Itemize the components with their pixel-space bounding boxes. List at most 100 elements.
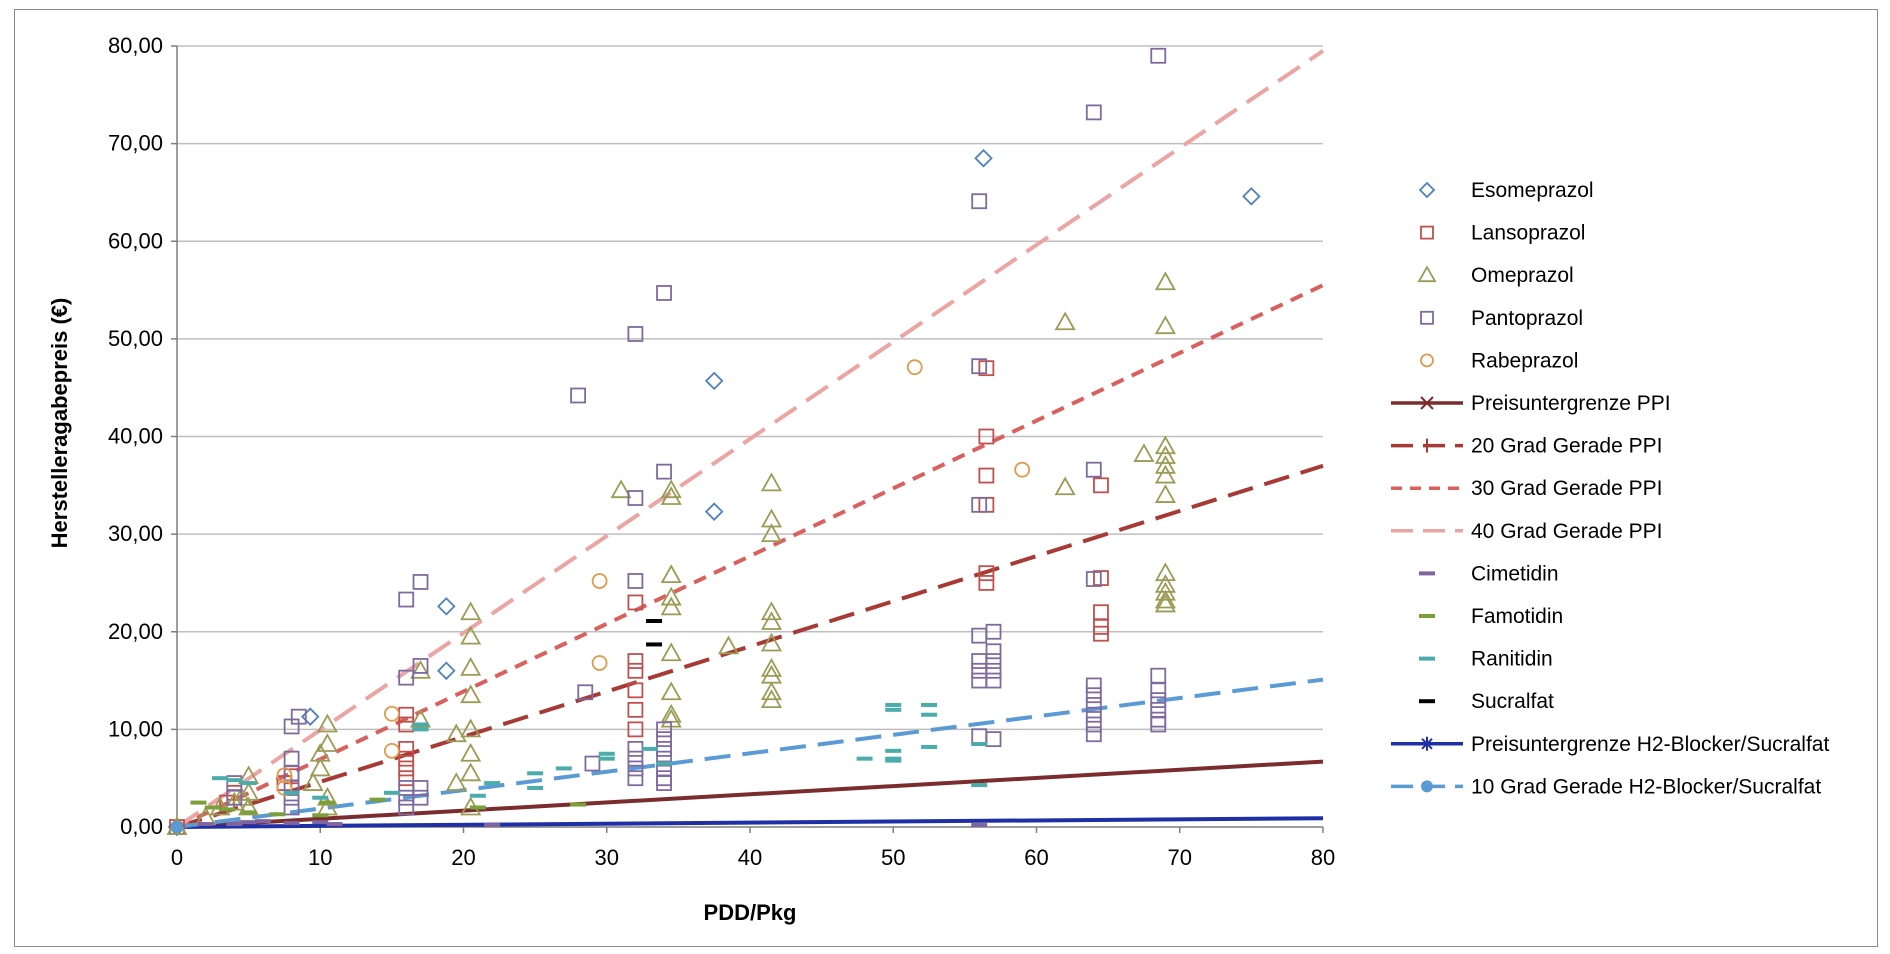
legend-item: Lansoprazol: [1420, 222, 1585, 245]
x-axis-title: PDD/Pkg: [704, 900, 797, 925]
x-tick-label: 40: [738, 845, 762, 870]
point-ranitidin: [240, 781, 257, 786]
point-sucralfat: [646, 619, 663, 624]
point-ranitidin: [412, 727, 429, 732]
point-lansoprazol: [398, 750, 415, 767]
point-famotidin: [312, 813, 329, 818]
point-omeprazol: [760, 658, 783, 677]
x-tick-label: 60: [1024, 845, 1048, 870]
point-ranitidin: [598, 756, 615, 761]
point-omeprazol: [660, 586, 682, 606]
x-tick-label: 30: [595, 845, 619, 870]
point-pantoprazol: [398, 591, 415, 608]
point-lansoprazol: [1093, 625, 1109, 642]
point-omeprazol: [460, 718, 482, 738]
point-pantoprazol: [584, 755, 601, 772]
point-lansoprazol: [1093, 477, 1109, 494]
point-pantoprazol: [1085, 677, 1102, 694]
point-pantoprazol: [1085, 104, 1102, 121]
y-tick-label: 30,00: [108, 521, 163, 546]
y-tick-label: 0,00: [120, 814, 163, 839]
point-esomeprazol: [974, 148, 993, 168]
point-rabeprazol: [276, 780, 293, 796]
point-omeprazol: [460, 762, 482, 782]
point-omeprazol: [760, 681, 783, 701]
point-rabeprazol: [383, 742, 400, 759]
point-pantoprazol: [985, 653, 1002, 669]
legend-marker: [1419, 699, 1435, 704]
point-omeprazol: [760, 523, 783, 543]
point-ranitidin: [921, 712, 938, 717]
point-lansoprazol: [627, 721, 644, 738]
point-pantoprazol: [412, 789, 429, 806]
point-pantoprazol: [985, 672, 1002, 689]
point-lansoprazol: [398, 760, 415, 777]
point-famotidin: [369, 797, 386, 802]
point-omeprazol: [760, 664, 783, 684]
point-sucralfat: [646, 642, 663, 647]
point-omeprazol: [660, 486, 682, 505]
point-ranitidin: [283, 790, 300, 795]
point-famotidin: [269, 812, 286, 817]
legend-label: Esomeprazol: [1471, 179, 1594, 202]
point-pantoprazol: [656, 770, 672, 787]
point-omeprazol: [316, 733, 338, 752]
point-pantoprazol: [412, 658, 429, 674]
point-pantoprazol: [1085, 571, 1102, 587]
series-line-30-grad-gerade-ppi: [176, 283, 1324, 829]
point-pantoprazol: [1085, 461, 1102, 478]
legend-label: Lansoprazol: [1471, 222, 1585, 245]
point-pantoprazol: [412, 574, 429, 590]
point-omeprazol: [1154, 271, 1176, 291]
point-omeprazol: [445, 772, 467, 791]
point-omeprazol: [1154, 581, 1176, 601]
legend-label: 20 Grad Gerade PPI: [1471, 435, 1662, 458]
point-pantoprazol: [627, 750, 644, 767]
point-famotidin: [469, 805, 486, 810]
legend-item: 40 Grad Gerade PPI: [1391, 520, 1662, 543]
point-cimetidin: [484, 823, 501, 828]
point-ranitidin: [971, 742, 988, 747]
point-pantoprazol: [398, 669, 415, 686]
legend-item: Cimetidin: [1419, 562, 1559, 585]
legend-item: Pantoprazol: [1420, 307, 1583, 330]
legend-marker: [1419, 614, 1435, 618]
point-rabeprazol: [383, 705, 400, 722]
point-rabeprazol: [276, 767, 293, 784]
chart-svg: 0,00 10,00 20,00 30,00 40,00 50,00 60,00 70,00 8…: [47, 33, 1829, 925]
y-tick-label: 40,00: [108, 424, 163, 449]
point-cimetidin: [197, 822, 214, 827]
point-pantoprazol: [398, 780, 415, 796]
point-ranitidin: [856, 756, 873, 761]
lines-layer: [175, 49, 1325, 829]
point-lansoprazol: [1093, 604, 1109, 621]
legend-item: 10 Grad Gerade H2-Blocker/Sucralfat: [1391, 775, 1821, 798]
point-lansoprazol: [627, 701, 644, 718]
point-omeprazol: [760, 689, 783, 708]
point-famotidin: [190, 800, 207, 805]
point-ranitidin: [885, 702, 902, 707]
point-lansoprazol: [627, 653, 644, 669]
x-tick-label: 10: [308, 845, 332, 870]
point-rabeprazol: [906, 359, 923, 376]
series-line-20-grad-gerade-ppi: [176, 463, 1324, 829]
point-omeprazol: [1054, 311, 1076, 331]
legend-item: Rabeprazol: [1420, 349, 1578, 372]
point-pantoprazol: [971, 193, 988, 210]
legend-label: Sucralfat: [1471, 690, 1554, 713]
point-pantoprazol: [627, 760, 644, 777]
point-ranitidin: [555, 766, 572, 771]
point-pantoprazol: [971, 728, 988, 745]
point-pantoprazol: [627, 490, 644, 506]
point-omeprazol: [460, 684, 482, 704]
point-lansoprazol: [978, 575, 995, 591]
point-pantoprazol: [985, 731, 1002, 748]
legend-label: Pantoprazol: [1471, 307, 1583, 330]
x-tick-label: 50: [881, 845, 905, 870]
y-tick-label: 10,00: [108, 716, 163, 741]
point-ranitidin: [641, 746, 658, 751]
point-omeprazol: [1054, 476, 1076, 496]
point-pantoprazol: [1150, 701, 1167, 718]
point-lansoprazol: [978, 428, 995, 445]
point-pantoprazol: [1085, 697, 1102, 713]
